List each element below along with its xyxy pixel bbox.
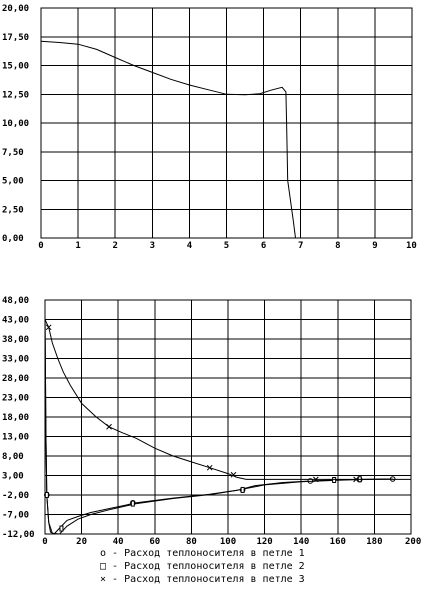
plot-frame xyxy=(40,7,413,239)
plot-frame xyxy=(44,299,412,535)
y-tick-label: 23,00 xyxy=(2,394,29,404)
y-tick-label: 20,00 xyxy=(2,4,29,14)
x-tick-label: 7 xyxy=(298,241,303,251)
series-3-marker xyxy=(45,324,52,331)
x-tick-label: 9 xyxy=(372,241,377,251)
y-tick-label: 15,00 xyxy=(2,62,29,72)
legend-entry-2: □ - Расход теплоносителя в петле 2 xyxy=(100,561,305,572)
series-2-marker xyxy=(59,525,64,532)
chart-1: 0 1 2 3 4 5 6 7 8 9 10 0,00 2,50 5,00 7,50 10,00 12,50 15… xyxy=(2,4,417,251)
series-3-marker xyxy=(230,471,237,478)
series-line-1 xyxy=(40,40,296,239)
legend-entry-1: о - Расход теплоносителя в петле 1 xyxy=(100,548,305,559)
y-tick-label: 28,00 xyxy=(2,374,29,384)
x-tick-label: 180 xyxy=(366,537,382,547)
x-tick-label: 6 xyxy=(261,241,266,251)
y-tick-label: 7,50 xyxy=(2,148,24,158)
y-tick-label: 48,00 xyxy=(2,296,29,306)
x-tick-label: 8 xyxy=(335,241,340,251)
y-tick-label: 33,00 xyxy=(2,355,29,365)
x-tick-label: 0 xyxy=(38,241,43,251)
series-2-marker xyxy=(240,486,245,493)
x-tick-label: 100 xyxy=(220,537,236,547)
y-tick-label: 18,00 xyxy=(2,413,29,423)
y-tick-label: -2,00 xyxy=(2,491,29,501)
series-2-marker xyxy=(332,476,337,483)
y-tick-label: 10,00 xyxy=(2,119,29,129)
y-tick-label: 17,50 xyxy=(2,33,29,43)
x-tick-label: 2 xyxy=(112,241,117,251)
x-tick-label: 140 xyxy=(293,537,309,547)
y-tick-label: 0,00 xyxy=(2,234,24,244)
x-tick-label: 0 xyxy=(42,537,47,547)
x-tick-label: 5 xyxy=(224,241,229,251)
legend-entry-3: × - Расход теплоносителя в петле 3 xyxy=(100,574,305,585)
series-2-marker xyxy=(130,500,135,507)
x-tick-label: 40 xyxy=(113,537,124,547)
x-tick-label: 60 xyxy=(149,537,160,547)
chart-2: 0 20 40 60 80 100 120 140 160 180 200 -12,00 -7,00 -2… xyxy=(2,296,421,547)
y-tick-label: 2,50 xyxy=(2,205,24,215)
legend: о - Расход теплоносителя в петле 1 □ - Ра… xyxy=(100,548,305,585)
y-tick-label: 8,00 xyxy=(2,452,24,462)
series-3-marker xyxy=(353,476,359,483)
y-tick-label: 5,00 xyxy=(2,177,24,187)
x-tick-label: 80 xyxy=(186,537,197,547)
series-line-3 xyxy=(44,319,411,480)
y-tick-label: 12,50 xyxy=(2,90,29,100)
y-tick-label: 3,00 xyxy=(2,472,24,482)
x-tick-label: 200 xyxy=(405,537,421,547)
x-tick-label: 20 xyxy=(76,537,87,547)
y-tick-label: -12,00 xyxy=(2,530,35,540)
series-3-marker xyxy=(206,464,213,471)
series-3-marker xyxy=(106,423,112,430)
y-tick-label: 38,00 xyxy=(2,335,29,345)
x-tick-label: 3 xyxy=(150,241,155,251)
x-tick-label: 120 xyxy=(256,537,272,547)
x-tick-label: 4 xyxy=(187,241,193,251)
series-line-1 xyxy=(44,315,393,535)
series-2-marker xyxy=(44,492,49,498)
series-3-marker xyxy=(312,476,319,483)
y-tick-label: 13,00 xyxy=(2,433,29,443)
x-tick-label: 10 xyxy=(406,241,417,251)
x-tick-label: 1 xyxy=(75,241,80,251)
x-tick-label: 160 xyxy=(330,537,346,547)
y-tick-label: -7,00 xyxy=(2,511,29,521)
y-tick-label: 43,00 xyxy=(2,316,29,326)
series-line-2 xyxy=(44,315,393,535)
